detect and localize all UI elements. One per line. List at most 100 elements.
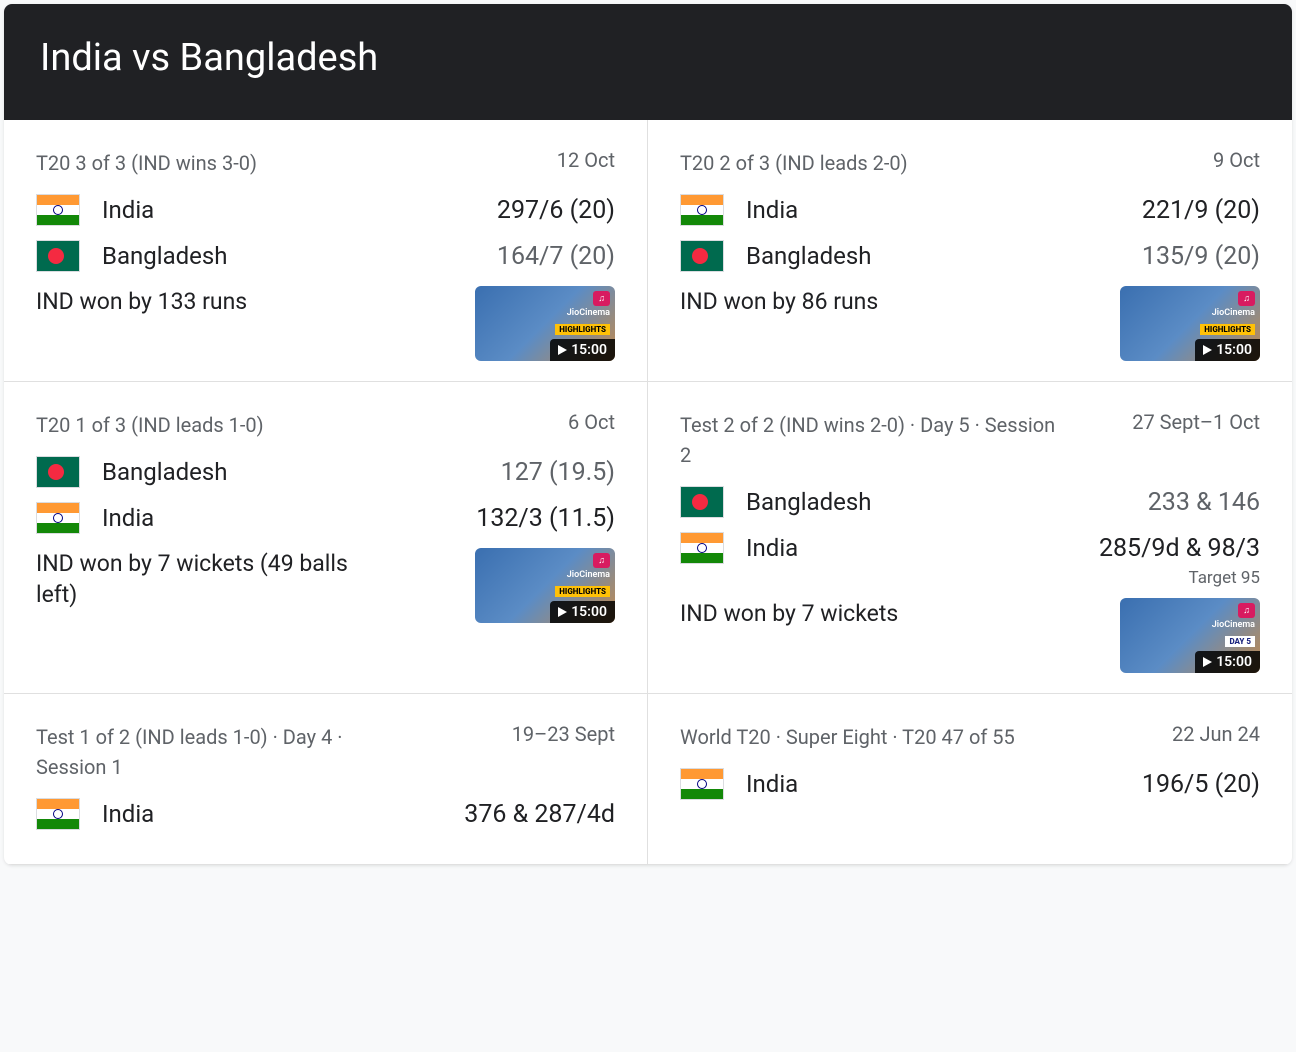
match-header: Test 2 of 2 (IND wins 2-0) · Day 5 · Ses… bbox=[680, 410, 1260, 470]
match-meta: Test 2 of 2 (IND wins 2-0) · Day 5 · Ses… bbox=[680, 410, 1057, 470]
thumb-brand-label: JioCinema bbox=[1212, 308, 1255, 318]
score-panel: India vs Bangladesh T20 3 of 3 (IND wins… bbox=[4, 4, 1292, 865]
result-text: IND won by 7 wickets (49 balls left) bbox=[36, 548, 383, 610]
thumb-duration: 15:00 bbox=[1195, 339, 1260, 361]
team-row: India 376 & 287/4d bbox=[36, 798, 615, 830]
match-date: 6 Oct bbox=[568, 410, 615, 434]
team-name: India bbox=[746, 534, 798, 562]
play-icon bbox=[558, 607, 567, 617]
team-row: Bangladesh 135/9 (20) bbox=[680, 240, 1260, 272]
india-flag-icon bbox=[680, 768, 724, 800]
india-flag-icon bbox=[36, 194, 80, 226]
team-score: 127 (19.5) bbox=[501, 458, 615, 487]
team-name: India bbox=[746, 770, 798, 798]
thumb-duration: 15:00 bbox=[550, 601, 615, 623]
india-flag-icon bbox=[680, 532, 724, 564]
team-score: 135/9 (20) bbox=[1142, 242, 1260, 271]
highlight-thumbnail[interactable]: ♫ JioCinema DAY 5 15:00 bbox=[1120, 598, 1260, 673]
thumb-duration: 15:00 bbox=[1195, 651, 1260, 673]
highlights-label: HIGHLIGHTS bbox=[555, 586, 610, 597]
bangladesh-flag-icon bbox=[680, 240, 724, 272]
match-meta: T20 1 of 3 (IND leads 1-0) bbox=[36, 410, 264, 440]
team-score: 196/5 (20) bbox=[1142, 770, 1260, 799]
result-row: IND won by 7 wickets ♫ JioCinema DAY 5 15:00 bbox=[680, 598, 1260, 673]
score-target: Target 95 bbox=[680, 568, 1260, 588]
team-score: 285/9d & 98/3 bbox=[1099, 534, 1260, 563]
match-header: T20 1 of 3 (IND leads 1-0) 6 Oct bbox=[36, 410, 615, 440]
play-icon bbox=[1203, 657, 1212, 667]
result-row: IND won by 86 runs ♫ JioCinema HIGHLIGHTS 15… bbox=[680, 286, 1260, 361]
highlights-label: HIGHLIGHTS bbox=[555, 324, 610, 335]
match-header: Test 1 of 2 (IND leads 1-0) · Day 4 · Se… bbox=[36, 722, 615, 782]
play-icon bbox=[558, 345, 567, 355]
team-name: India bbox=[102, 196, 154, 224]
team-row: India 297/6 (20) bbox=[36, 194, 615, 226]
team-score: 221/9 (20) bbox=[1142, 196, 1260, 225]
thumb-brand-label: JioCinema bbox=[567, 570, 610, 580]
result-text: IND won by 133 runs bbox=[36, 286, 247, 317]
team-score: 233 & 146 bbox=[1148, 488, 1260, 517]
team-row: Bangladesh 127 (19.5) bbox=[36, 456, 615, 488]
team-name: India bbox=[102, 800, 154, 828]
thumb-brand-icon: ♫ bbox=[593, 291, 610, 306]
team-name: India bbox=[746, 196, 798, 224]
result-text: IND won by 7 wickets bbox=[680, 598, 898, 629]
team-score: 376 & 287/4d bbox=[464, 800, 615, 829]
match-header: T20 2 of 3 (IND leads 2-0) 9 Oct bbox=[680, 148, 1260, 178]
team-score: 164/7 (20) bbox=[497, 242, 615, 271]
match-date: 9 Oct bbox=[1213, 148, 1260, 172]
match-card[interactable]: Test 2 of 2 (IND wins 2-0) · Day 5 · Ses… bbox=[648, 382, 1292, 694]
india-flag-icon bbox=[680, 194, 724, 226]
bangladesh-flag-icon bbox=[680, 486, 724, 518]
highlight-thumbnail[interactable]: ♫ JioCinema HIGHLIGHTS 15:00 bbox=[475, 548, 615, 623]
team-name: Bangladesh bbox=[746, 488, 872, 516]
result-row: IND won by 133 runs ♫ JioCinema HIGHLIGHTS 1… bbox=[36, 286, 615, 361]
team-name: Bangladesh bbox=[102, 458, 228, 486]
thumb-brand-icon: ♫ bbox=[1238, 603, 1255, 618]
match-meta: World T20 · Super Eight · T20 47 of 55 bbox=[680, 722, 1015, 752]
thumb-brand-label: JioCinema bbox=[1212, 620, 1255, 630]
team-row: Bangladesh 164/7 (20) bbox=[36, 240, 615, 272]
match-card[interactable]: Test 1 of 2 (IND leads 1-0) · Day 4 · Se… bbox=[4, 694, 648, 865]
team-row: Bangladesh 233 & 146 bbox=[680, 486, 1260, 518]
team-row: India 196/5 (20) bbox=[680, 768, 1260, 800]
result-row: IND won by 7 wickets (49 balls left) ♫ Jio… bbox=[36, 548, 615, 623]
team-score: 297/6 (20) bbox=[497, 196, 615, 225]
highlight-thumbnail[interactable]: ♫ JioCinema HIGHLIGHTS 15:00 bbox=[475, 286, 615, 361]
match-header: World T20 · Super Eight · T20 47 of 55 22… bbox=[680, 722, 1260, 752]
match-date: 27 Sept–1 Oct bbox=[1132, 410, 1260, 434]
thumb-brand-icon: ♫ bbox=[593, 553, 610, 568]
highlight-thumbnail[interactable]: ♫ JioCinema HIGHLIGHTS 15:00 bbox=[1120, 286, 1260, 361]
highlights-label: DAY 5 bbox=[1225, 636, 1255, 647]
team-name: India bbox=[102, 504, 154, 532]
team-row: India 285/9d & 98/3 bbox=[680, 532, 1260, 564]
team-name: Bangladesh bbox=[746, 242, 872, 270]
match-card[interactable]: T20 3 of 3 (IND wins 3-0) 12 Oct India 297/… bbox=[4, 120, 648, 382]
match-meta: T20 3 of 3 (IND wins 3-0) bbox=[36, 148, 257, 178]
match-header: T20 3 of 3 (IND wins 3-0) 12 Oct bbox=[36, 148, 615, 178]
india-flag-icon bbox=[36, 798, 80, 830]
match-card[interactable]: World T20 · Super Eight · T20 47 of 55 22… bbox=[648, 694, 1292, 865]
play-icon bbox=[1203, 345, 1212, 355]
thumb-brand-icon: ♫ bbox=[1238, 291, 1255, 306]
match-date: 12 Oct bbox=[557, 148, 615, 172]
match-date: 22 Jun 24 bbox=[1172, 722, 1260, 746]
match-card[interactable]: T20 1 of 3 (IND leads 1-0) 6 Oct Banglades… bbox=[4, 382, 648, 694]
india-flag-icon bbox=[36, 502, 80, 534]
match-meta: T20 2 of 3 (IND leads 2-0) bbox=[680, 148, 908, 178]
page-title: India vs Bangladesh bbox=[4, 4, 1292, 120]
match-card[interactable]: T20 2 of 3 (IND leads 2-0) 9 Oct India 221/… bbox=[648, 120, 1292, 382]
highlights-label: HIGHLIGHTS bbox=[1200, 324, 1255, 335]
matches-grid: T20 3 of 3 (IND wins 3-0) 12 Oct India 297/… bbox=[4, 120, 1292, 865]
team-row: India 221/9 (20) bbox=[680, 194, 1260, 226]
thumb-brand-label: JioCinema bbox=[567, 308, 610, 318]
bangladesh-flag-icon bbox=[36, 456, 80, 488]
team-row: India 132/3 (11.5) bbox=[36, 502, 615, 534]
team-score: 132/3 (11.5) bbox=[476, 504, 615, 533]
bangladesh-flag-icon bbox=[36, 240, 80, 272]
result-text: IND won by 86 runs bbox=[680, 286, 878, 317]
match-meta: Test 1 of 2 (IND leads 1-0) · Day 4 · Se… bbox=[36, 722, 412, 782]
team-name: Bangladesh bbox=[102, 242, 228, 270]
match-date: 19–23 Sept bbox=[512, 722, 615, 746]
thumb-duration: 15:00 bbox=[550, 339, 615, 361]
